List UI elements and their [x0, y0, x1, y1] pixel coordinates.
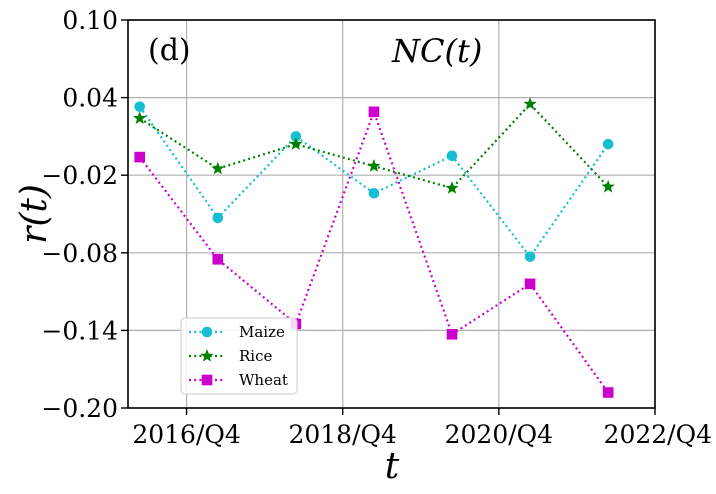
ticks: 0.10 0.04 −0.02 −0.08 −0.14 −0.20 2016/Q4 2018/…: [41, 6, 712, 449]
maize-line: [138, 106, 610, 259]
legend-rice-marker: [200, 349, 214, 362]
y-axis-label: r(t): [14, 184, 55, 244]
rice-point: [601, 179, 615, 193]
wheat-point: [212, 253, 224, 265]
y-tick-label: 0.10: [62, 6, 118, 35]
legend-wheat-label: Wheat: [239, 371, 288, 389]
rice-point: [445, 181, 459, 194]
y-tick-label: −0.14: [41, 316, 118, 345]
x-tick-label: 2016/Q4: [132, 420, 240, 449]
x-tick-label: 2018/Q4: [288, 420, 396, 449]
legend-maize-label: Maize: [239, 323, 285, 341]
maize-point: [524, 251, 536, 262]
legend: Maize Rice Wheat: [180, 317, 298, 395]
rice-point: [133, 111, 147, 124]
y-tick-label: −0.20: [41, 394, 118, 423]
wheat-point: [446, 328, 458, 340]
chart-title: NC(t): [391, 32, 482, 70]
rice-point: [289, 137, 303, 150]
maize-point: [290, 131, 302, 142]
x-tick-label: 2022/Q4: [604, 420, 712, 449]
legend-wheat-marker: [201, 374, 213, 386]
wheat-point: [602, 387, 614, 398]
legend-maize-marker: [201, 326, 213, 338]
wheat-point: [524, 278, 536, 290]
plot-frame: [127, 19, 656, 409]
x-axis-label: t: [385, 446, 400, 487]
maize-point: [368, 188, 380, 199]
wheat-point: [134, 151, 146, 163]
rice-point: [367, 159, 381, 172]
series-maize: [134, 101, 614, 262]
maize-point: [212, 212, 224, 224]
rice-point: [523, 97, 537, 110]
maize-point: [602, 138, 614, 150]
y-tick-label: 0.04: [62, 84, 118, 113]
maize-point: [134, 101, 146, 112]
rice-point: [211, 161, 225, 175]
series-rice: [133, 97, 615, 194]
panel-label: (d): [148, 33, 191, 68]
wheat-point: [368, 106, 380, 118]
series-layer: [133, 97, 615, 398]
x-tick-label: 2020/Q4: [445, 420, 553, 449]
legend-rice-label: Rice: [239, 347, 272, 365]
maize-point: [446, 150, 458, 162]
y-tick-label: −0.02: [41, 161, 118, 190]
y-tick-label: −0.08: [41, 239, 118, 268]
